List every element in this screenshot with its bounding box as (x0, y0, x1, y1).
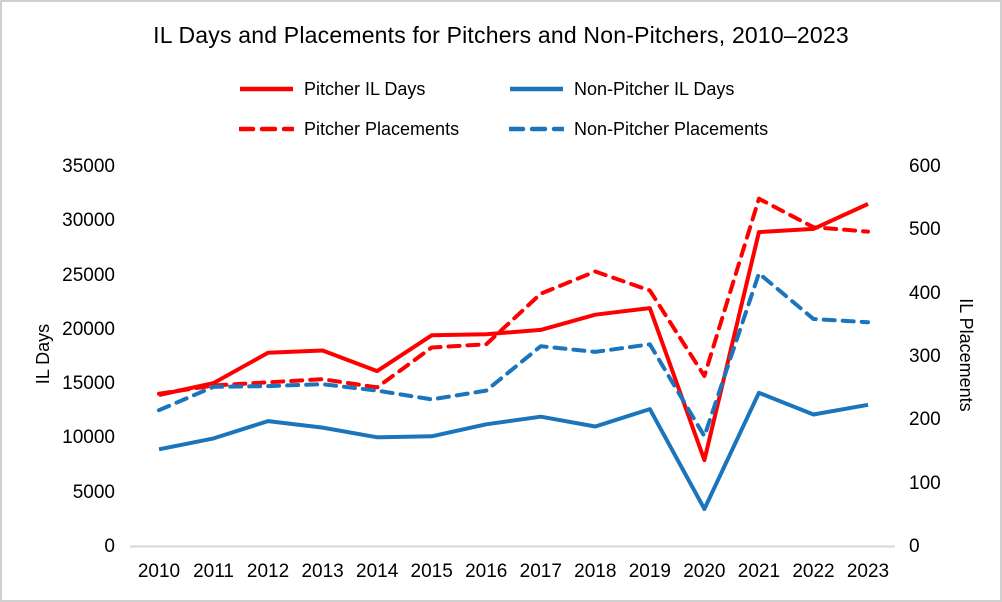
line-non-pitcher-placements (157, 271, 870, 439)
legend-swatch-solid-red-icon (240, 86, 293, 92)
tick-label: 2022 (792, 561, 835, 582)
tick-label: 2019 (628, 561, 671, 582)
tick-label: 0 (104, 536, 115, 557)
legend-label: Non-Pitcher IL Days (574, 78, 735, 99)
legend-swatch-solid-blue-icon (510, 86, 563, 92)
line-non-pitcher-il-days (158, 390, 869, 511)
legend-swatch-dashed-red-icon (239, 126, 294, 132)
tick-label: 2011 (193, 561, 234, 582)
tick-label: 500 (909, 219, 941, 241)
legend-swatch-dashed-blue-icon (509, 126, 564, 132)
tick-label: 2010 (137, 561, 181, 582)
tick-label: 0 (909, 536, 920, 557)
tick-label: 25000 (62, 264, 115, 286)
legend-item-pitcher-il-days: Pitcher IL Days (239, 78, 425, 100)
tick-label: 300 (909, 346, 941, 367)
line-pitcher-il-days (158, 202, 869, 463)
chart-title: IL Days and Placements for Pitchers and … (153, 22, 849, 48)
legend-item-non-pitcher-il-days: Non-Pitcher IL Days (509, 78, 734, 100)
legend-item-non-pitcher-placements: Non-Pitcher Placements (509, 118, 768, 140)
tick-label: 2023 (846, 561, 890, 582)
tick-label: 35000 (62, 156, 115, 177)
legend-label: Non-Pitcher Placements (574, 118, 769, 139)
tick-label: 2020 (683, 561, 726, 582)
tick-label: 5000 (72, 481, 115, 503)
tick-label: 20000 (62, 318, 115, 340)
tick-label: 400 (909, 282, 941, 304)
legend-label: Pitcher Placements (304, 118, 460, 139)
tick-label: 100 (909, 472, 941, 494)
legend-item-pitcher-placements: Pitcher Placements (239, 118, 459, 140)
tick-label: 2021 (737, 561, 781, 582)
tick-label: 10000 (62, 427, 115, 449)
tick-label: 2017 (519, 561, 562, 582)
line-pitcher-placements (157, 196, 870, 396)
tick-label: 2013 (301, 561, 344, 582)
tick-label: 200 (909, 409, 941, 431)
tick-label: 2016 (465, 561, 508, 582)
tick-label: 15000 (62, 373, 115, 395)
tick-label: 30000 (62, 210, 115, 232)
legend-label: Pitcher IL Days (304, 78, 426, 99)
tick-label: 2015 (410, 561, 453, 582)
tick-label: 2014 (356, 561, 399, 582)
tick-label: 2018 (574, 561, 617, 582)
tick-label: 600 (909, 156, 941, 177)
tick-label: 2012 (246, 561, 290, 582)
